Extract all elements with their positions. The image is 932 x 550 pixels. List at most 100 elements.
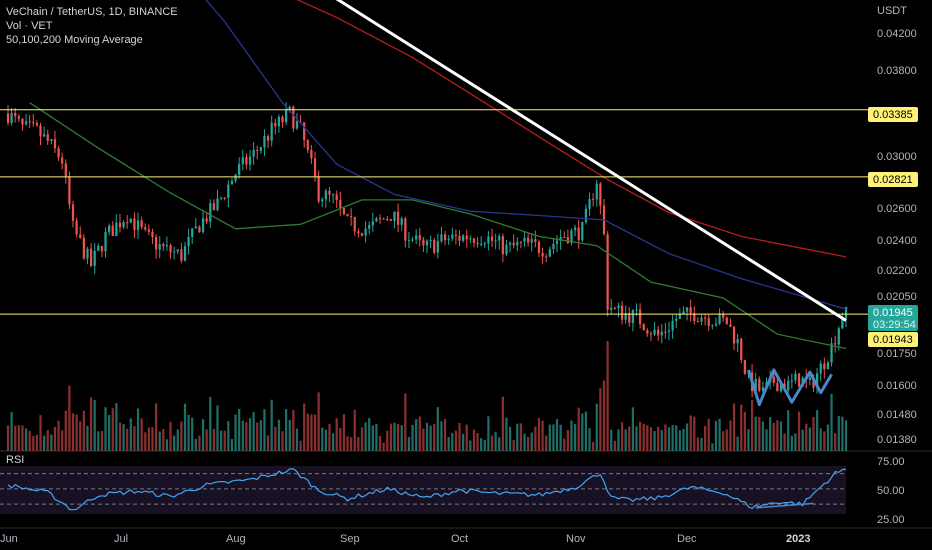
candle-body bbox=[335, 194, 338, 201]
volume-bar bbox=[400, 425, 403, 451]
volume-bar bbox=[295, 428, 299, 451]
candle-body bbox=[71, 204, 75, 221]
volume-bar bbox=[675, 425, 678, 451]
candle-body bbox=[740, 339, 743, 360]
candle-body bbox=[545, 256, 548, 258]
volume-bar bbox=[147, 427, 150, 451]
volume-bar bbox=[357, 437, 360, 451]
volume-bar bbox=[183, 403, 187, 451]
volume-bar bbox=[527, 436, 530, 451]
volume-bar bbox=[689, 415, 692, 451]
rsi-divergence-line bbox=[755, 502, 814, 509]
volume-bar bbox=[664, 424, 667, 451]
candle-body bbox=[263, 136, 266, 148]
volume-bar bbox=[140, 418, 143, 451]
volume-bar bbox=[657, 426, 660, 451]
volume-bar bbox=[50, 434, 53, 451]
price-tick: 0.03000 bbox=[877, 151, 917, 163]
candle-body bbox=[599, 183, 602, 206]
candle-body bbox=[180, 249, 183, 261]
volume-bar bbox=[122, 424, 125, 451]
candle-body bbox=[68, 176, 71, 205]
volume-bar bbox=[812, 417, 815, 451]
candle-body bbox=[43, 134, 46, 137]
candle-body bbox=[241, 157, 244, 165]
volume-bar bbox=[440, 421, 443, 451]
candle-body bbox=[844, 306, 848, 319]
volume-bar bbox=[335, 418, 338, 451]
volume-bar bbox=[725, 429, 728, 451]
volume-bar bbox=[115, 403, 118, 451]
candle-body bbox=[353, 217, 356, 232]
candle-body bbox=[342, 207, 346, 215]
volume-bar bbox=[191, 417, 194, 451]
candle-body bbox=[653, 329, 656, 335]
volume-bar bbox=[537, 418, 541, 451]
volume-bar bbox=[823, 431, 826, 451]
x-tick: Jul bbox=[114, 533, 128, 545]
candle-body bbox=[321, 199, 324, 202]
candle-body bbox=[173, 251, 176, 253]
volume-bar bbox=[660, 430, 663, 451]
candle-body bbox=[534, 239, 537, 243]
volume-bar bbox=[216, 405, 219, 451]
volume-bar bbox=[646, 425, 649, 451]
volume-bar bbox=[266, 435, 270, 451]
volume-legend: Vol · VET bbox=[6, 20, 53, 32]
candle-body bbox=[248, 156, 252, 165]
candle-body bbox=[837, 328, 840, 345]
candle-body bbox=[219, 197, 223, 199]
candle-body bbox=[97, 245, 100, 251]
volume-bar bbox=[46, 430, 49, 451]
volume-bar bbox=[418, 416, 421, 451]
candle-body bbox=[530, 239, 533, 243]
volume-bar bbox=[223, 430, 226, 451]
x-axis: Jun Jul Aug Sep Oct Nov Dec 2023 bbox=[0, 533, 810, 545]
candle-body bbox=[256, 150, 259, 152]
volume-bar bbox=[790, 435, 793, 451]
volume-bar bbox=[732, 403, 736, 451]
candle-body bbox=[512, 242, 515, 246]
candle-body bbox=[418, 235, 421, 240]
volume-bar bbox=[209, 396, 212, 451]
volume-bar bbox=[205, 429, 208, 451]
candle-body bbox=[566, 237, 569, 244]
candle-body bbox=[772, 376, 775, 383]
trendline-layer bbox=[335, 0, 847, 407]
candle-body bbox=[487, 236, 490, 244]
volume-bar bbox=[331, 433, 335, 451]
candle-body bbox=[501, 236, 504, 255]
candle-body bbox=[295, 121, 299, 129]
volume-bar bbox=[436, 407, 439, 451]
candle-body bbox=[93, 250, 96, 266]
volume-bar bbox=[696, 437, 700, 451]
volume-bar bbox=[285, 409, 288, 451]
candle-body bbox=[21, 118, 24, 125]
candle-body bbox=[162, 243, 165, 247]
volume-bar bbox=[342, 414, 346, 451]
candles bbox=[6, 102, 848, 398]
candle-body bbox=[32, 122, 35, 124]
ma-line bbox=[29, 102, 847, 350]
volume-bar bbox=[10, 412, 13, 451]
volume-bar bbox=[584, 411, 588, 451]
volume-bar bbox=[815, 410, 819, 451]
candle-body bbox=[779, 383, 783, 392]
candle-body bbox=[570, 230, 573, 244]
candle-body bbox=[176, 249, 179, 252]
candle-body bbox=[523, 237, 526, 242]
candle-body bbox=[812, 377, 815, 388]
volume-bar bbox=[472, 429, 476, 451]
volume-bar bbox=[39, 415, 42, 451]
volume-bar bbox=[371, 425, 374, 451]
candle-body bbox=[819, 363, 822, 374]
volume-bar bbox=[516, 423, 519, 451]
volume-bar bbox=[259, 420, 262, 451]
candle-body bbox=[165, 245, 169, 247]
volume-bar bbox=[129, 418, 132, 451]
candle-body bbox=[216, 198, 219, 211]
candle-body bbox=[729, 324, 732, 327]
candle-body bbox=[498, 236, 501, 241]
candle-body bbox=[317, 176, 320, 202]
